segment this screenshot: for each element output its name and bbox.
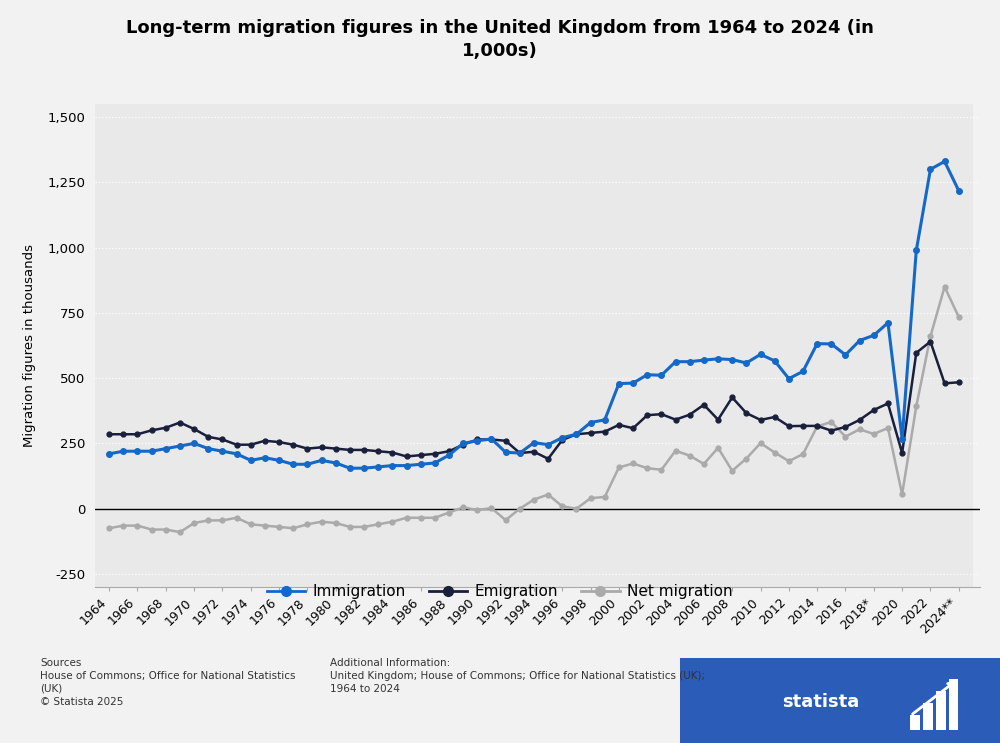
Y-axis label: Migration figures in thousands: Migration figures in thousands — [23, 244, 36, 447]
Bar — [435, 104, 463, 587]
Bar — [949, 679, 958, 730]
Bar — [520, 104, 548, 587]
Bar — [350, 104, 378, 587]
Bar — [916, 104, 945, 587]
Text: Long-term migration figures in the United Kingdom from 1964 to 2024 (in
1,000s): Long-term migration figures in the Unite… — [126, 19, 874, 60]
Bar — [237, 104, 265, 587]
Bar — [936, 691, 946, 730]
Polygon shape — [280, 496, 1000, 743]
Bar — [633, 104, 661, 587]
Text: Additional Information:
United Kingdom; House of Commons; Office for National St: Additional Information: United Kingdom; … — [330, 658, 705, 694]
Bar — [746, 104, 775, 587]
Bar — [407, 104, 435, 587]
Bar — [576, 104, 605, 587]
Legend: Immigration, Emigration, Net migration: Immigration, Emigration, Net migration — [261, 578, 739, 606]
Bar — [208, 104, 237, 587]
Bar — [910, 716, 920, 730]
Bar — [95, 104, 123, 587]
Bar — [661, 104, 690, 587]
Bar — [690, 104, 718, 587]
Bar — [123, 104, 152, 587]
Bar — [831, 104, 860, 587]
Bar — [605, 104, 633, 587]
FancyBboxPatch shape — [680, 658, 1000, 743]
Bar — [775, 104, 803, 587]
Bar — [718, 104, 746, 587]
Bar — [152, 104, 180, 587]
Bar — [888, 104, 916, 587]
Text: statista: statista — [782, 693, 859, 711]
Bar — [378, 104, 407, 587]
Text: Sources
House of Commons; Office for National Statistics
(UK)
© Statista 2025: Sources House of Commons; Office for Nat… — [40, 658, 296, 707]
Bar — [265, 104, 293, 587]
Bar — [945, 104, 973, 587]
Bar — [463, 104, 491, 587]
Bar — [860, 104, 888, 587]
Bar — [180, 104, 208, 587]
Bar — [548, 104, 576, 587]
Bar — [803, 104, 831, 587]
Bar — [923, 704, 933, 730]
Bar — [491, 104, 520, 587]
Bar — [293, 104, 322, 587]
Bar — [322, 104, 350, 587]
